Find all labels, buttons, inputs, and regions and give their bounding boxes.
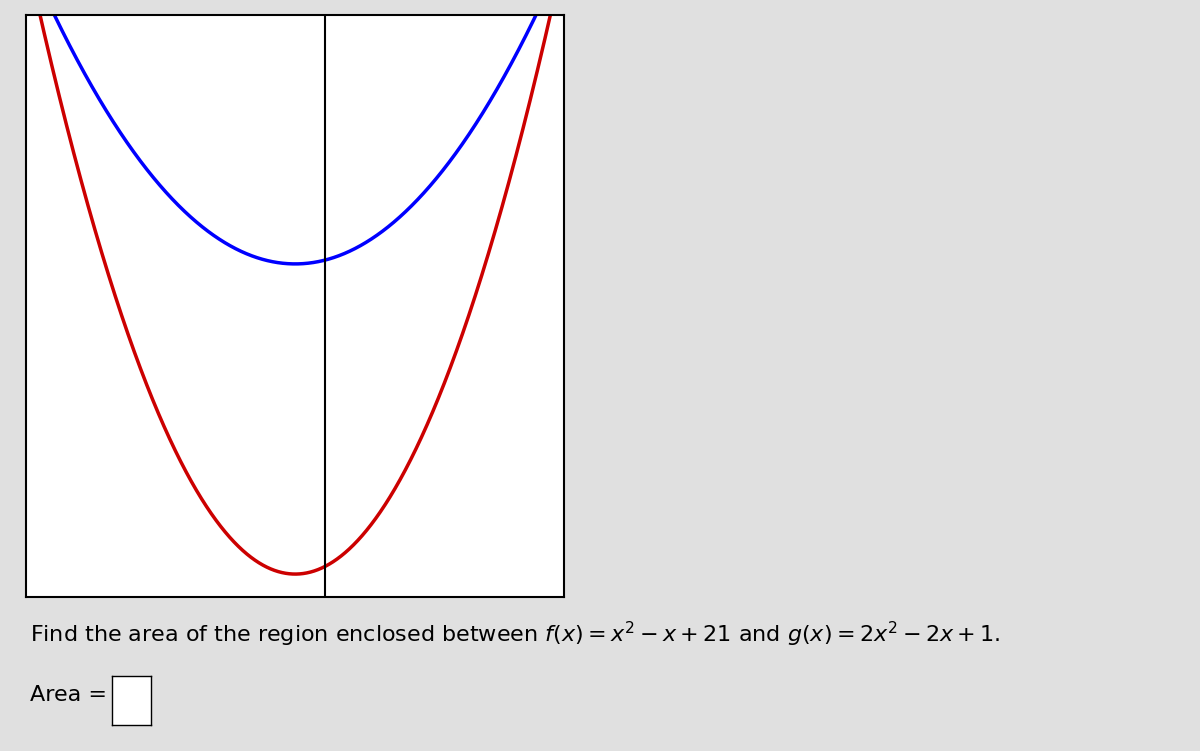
Text: Area =: Area = [30, 685, 107, 704]
Text: Find the area of the region enclosed between $f(x) = x^2 - x + 21$ and $g(x) = 2: Find the area of the region enclosed bet… [30, 620, 1001, 649]
